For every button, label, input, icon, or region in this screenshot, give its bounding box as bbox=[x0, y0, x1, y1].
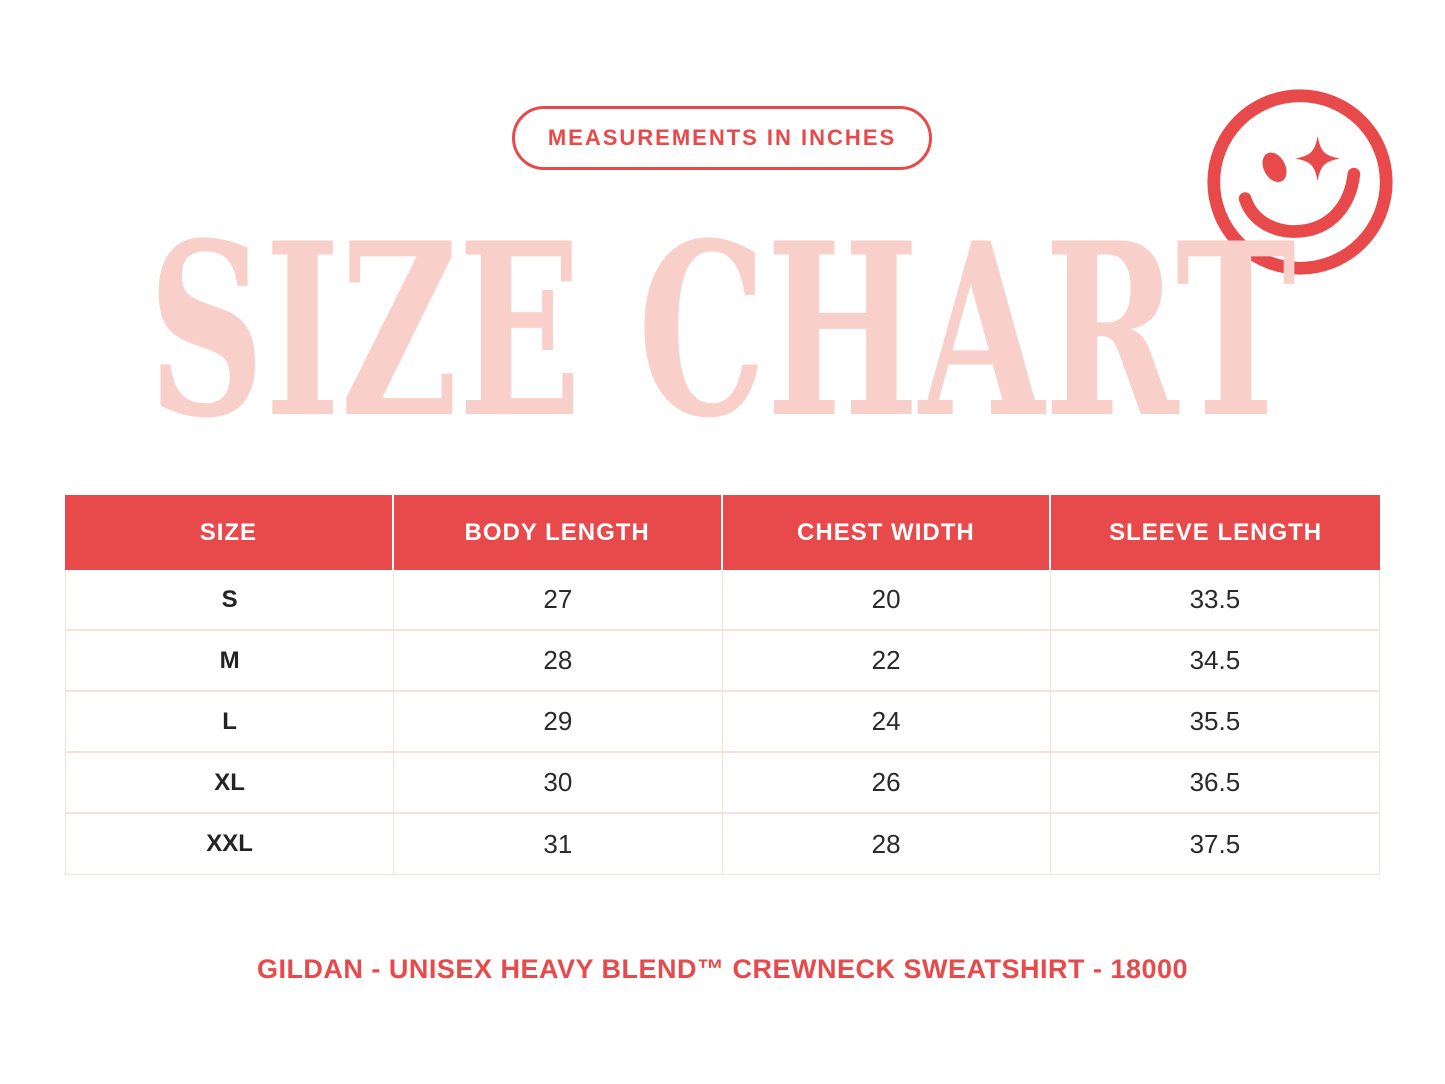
smiley-left-eye bbox=[1262, 152, 1287, 183]
size-value: M bbox=[66, 631, 395, 690]
page-title-graphic: SIZE CHART bbox=[148, 226, 1296, 446]
table-row: S 27 20 33.5 bbox=[66, 570, 1379, 631]
body-length-value: 31 bbox=[394, 814, 723, 874]
chest-width-value: 20 bbox=[723, 570, 1051, 629]
column-header-sleeve-length: SLEEVE LENGTH bbox=[1109, 518, 1323, 546]
size-value: XL bbox=[66, 753, 395, 812]
sleeve-length-value: 33.5 bbox=[1189, 584, 1241, 614]
smiley-icon bbox=[1207, 89, 1393, 275]
size-table-body: S 27 20 33.5 M 28 22 34.5 L 29 24 35.5 X… bbox=[65, 570, 1380, 875]
chest-width-value: 26 bbox=[723, 753, 1051, 812]
column-header-body-length: BODY LENGTH bbox=[394, 495, 723, 570]
table-row: XXL 31 28 37.5 bbox=[66, 814, 1379, 874]
sleeve-length-value: 35.5 bbox=[1189, 706, 1241, 736]
measurements-badge-label: MEASUREMENTS IN INCHES bbox=[547, 125, 897, 150]
sleeve-length-value: 36.5 bbox=[1189, 767, 1241, 797]
size-value: XXL bbox=[66, 814, 395, 874]
body-length-value: 30 bbox=[394, 753, 723, 812]
size-table-header: SIZE BODY LENGTH CHEST WIDTH SLEEVE LENG… bbox=[65, 495, 1380, 570]
column-header-size: SIZE bbox=[65, 495, 394, 570]
smiley-face-outline bbox=[1207, 89, 1393, 275]
chest-width-value: 24 bbox=[723, 692, 1051, 751]
chest-width-value: 22 bbox=[723, 631, 1051, 690]
body-length-value: 29 bbox=[394, 692, 723, 751]
size-value: S bbox=[66, 570, 395, 629]
sleeve-length-value: 34.5 bbox=[1189, 645, 1241, 675]
page-title: SIZE CHART bbox=[148, 226, 1296, 446]
body-length-value: 28 bbox=[394, 631, 723, 690]
size-value: L bbox=[66, 692, 395, 751]
table-row: L 29 24 35.5 bbox=[66, 692, 1379, 753]
column-header-chest-width: CHEST WIDTH bbox=[723, 495, 1052, 570]
smiley-sparkle-eye bbox=[1295, 135, 1341, 182]
product-caption: GILDAN - UNISEX HEAVY BLEND™ CREWNECK SW… bbox=[256, 954, 1189, 984]
body-length-value: 27 bbox=[394, 570, 723, 629]
smiley-mouth bbox=[1238, 167, 1361, 238]
table-row: XL 30 26 36.5 bbox=[66, 753, 1379, 814]
chest-width-value: 28 bbox=[723, 814, 1051, 874]
sleeve-length-value: 37.5 bbox=[1189, 828, 1241, 859]
table-row: M 28 22 34.5 bbox=[66, 631, 1379, 692]
measurements-badge: MEASUREMENTS IN INCHES bbox=[512, 106, 932, 170]
size-table: SIZE BODY LENGTH CHEST WIDTH SLEEVE LENG… bbox=[65, 495, 1380, 875]
